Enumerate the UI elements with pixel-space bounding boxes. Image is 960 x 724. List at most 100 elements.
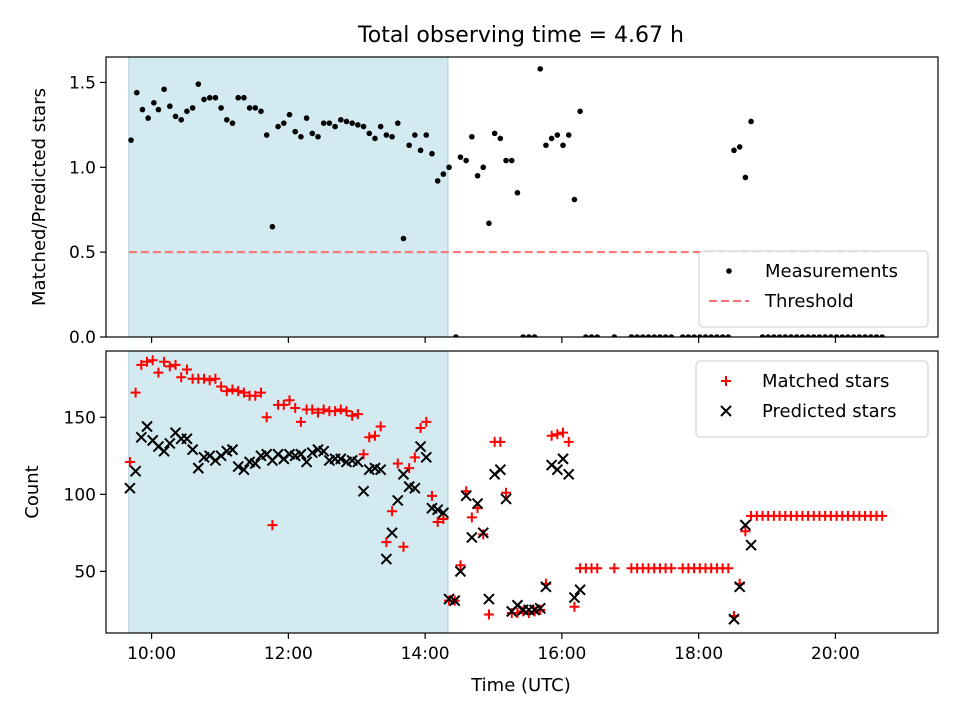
data-point bbox=[312, 407, 323, 418]
data-point bbox=[392, 494, 404, 507]
data-point bbox=[224, 116, 230, 123]
data-point bbox=[201, 96, 207, 103]
data-point bbox=[337, 116, 344, 123]
data-point bbox=[386, 527, 398, 539]
data-point bbox=[457, 154, 464, 160]
data-point bbox=[307, 404, 318, 415]
data-point bbox=[159, 356, 170, 367]
data-point bbox=[295, 416, 306, 427]
data-point bbox=[474, 172, 481, 179]
data-point bbox=[398, 541, 409, 552]
top-observing-window bbox=[128, 56, 449, 338]
data-point bbox=[269, 223, 276, 230]
data-point bbox=[278, 399, 289, 410]
data-point bbox=[745, 539, 757, 551]
data-point bbox=[155, 106, 162, 113]
y-tick-label: 150 bbox=[64, 408, 96, 428]
data-point bbox=[438, 513, 449, 524]
data-point bbox=[460, 490, 472, 502]
top-series-measurements bbox=[128, 66, 885, 337]
data-point bbox=[540, 581, 552, 593]
data-point bbox=[212, 94, 219, 101]
data-point bbox=[668, 334, 675, 337]
data-point bbox=[298, 133, 304, 140]
data-point bbox=[822, 334, 828, 337]
data-point bbox=[520, 334, 526, 337]
data-point bbox=[426, 490, 437, 501]
data-point bbox=[736, 144, 743, 150]
data-point bbox=[130, 387, 141, 398]
data-point bbox=[850, 334, 857, 337]
data-point bbox=[560, 142, 566, 149]
data-point bbox=[357, 485, 370, 497]
data-point bbox=[666, 563, 677, 574]
x-axis-label: Time (UTC) bbox=[470, 675, 571, 696]
data-point bbox=[856, 334, 863, 337]
data-point bbox=[414, 440, 427, 453]
data-point bbox=[546, 430, 557, 441]
data-point bbox=[466, 531, 478, 544]
data-point bbox=[440, 171, 447, 177]
data-point bbox=[295, 448, 307, 460]
data-point bbox=[153, 367, 164, 378]
data-point bbox=[478, 529, 489, 540]
data-point bbox=[186, 443, 199, 456]
legend-label: Predicted stars bbox=[762, 401, 896, 422]
data-point bbox=[691, 334, 697, 337]
data-point bbox=[387, 506, 398, 517]
data-point bbox=[759, 334, 766, 337]
data-point bbox=[176, 372, 187, 383]
data-point bbox=[258, 108, 264, 115]
data-point bbox=[235, 94, 242, 101]
data-point bbox=[151, 100, 157, 106]
data-point bbox=[261, 412, 272, 423]
data-point bbox=[501, 487, 512, 498]
data-point bbox=[877, 510, 888, 521]
data-point bbox=[609, 563, 620, 574]
data-point bbox=[415, 423, 426, 434]
data-point bbox=[552, 429, 563, 440]
data-point bbox=[771, 334, 777, 337]
data-point bbox=[628, 334, 635, 337]
data-point bbox=[731, 147, 737, 154]
data-point bbox=[172, 113, 179, 120]
data-point bbox=[406, 142, 412, 149]
data-point bbox=[486, 220, 492, 227]
data-point bbox=[133, 89, 140, 96]
legend-label: Measurements bbox=[765, 261, 898, 282]
data-point bbox=[420, 451, 432, 464]
data-point bbox=[782, 334, 789, 337]
data-point bbox=[437, 507, 450, 519]
data-point bbox=[375, 421, 386, 432]
data-point bbox=[184, 108, 190, 115]
data-point bbox=[158, 445, 170, 457]
y-tick-label: 0.0 bbox=[69, 328, 96, 348]
top-plot-marks bbox=[128, 66, 885, 337]
y-tick-label: 100 bbox=[64, 485, 96, 505]
data-point bbox=[128, 137, 134, 143]
data-point bbox=[221, 386, 232, 397]
data-point bbox=[500, 493, 512, 505]
y-tick-label: 1.0 bbox=[69, 158, 96, 178]
data-point bbox=[383, 132, 390, 138]
data-point bbox=[449, 594, 461, 607]
data-point bbox=[343, 118, 350, 125]
data-point bbox=[526, 334, 532, 337]
data-point bbox=[432, 517, 443, 528]
data-point bbox=[466, 512, 477, 523]
data-point bbox=[431, 504, 444, 516]
data-point bbox=[588, 334, 595, 337]
data-point bbox=[124, 482, 136, 494]
data-point bbox=[136, 359, 147, 370]
data-point bbox=[412, 132, 418, 138]
y-tick-label: 50 bbox=[74, 562, 96, 582]
data-point bbox=[483, 609, 494, 620]
data-point bbox=[147, 355, 158, 366]
data-point bbox=[320, 120, 327, 126]
data-point bbox=[816, 334, 823, 337]
data-point bbox=[229, 120, 236, 126]
data-point bbox=[417, 147, 424, 154]
data-point bbox=[303, 115, 310, 121]
data-point bbox=[280, 120, 287, 126]
data-point bbox=[178, 116, 185, 123]
